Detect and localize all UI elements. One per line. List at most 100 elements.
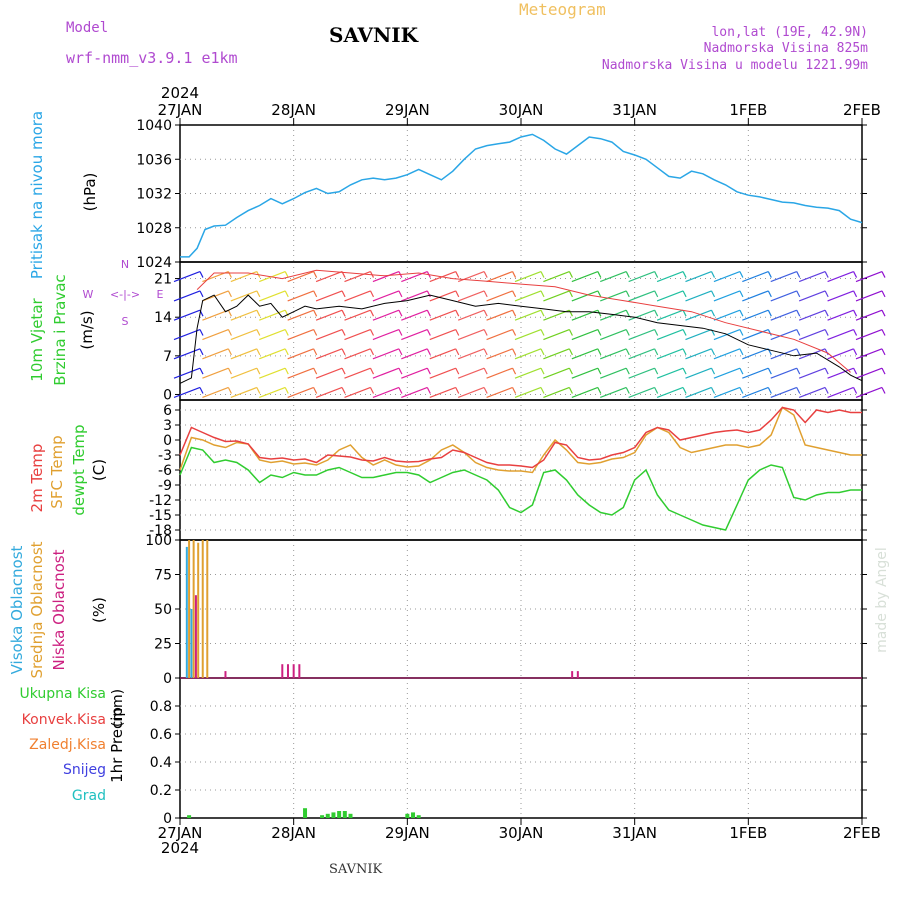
wind-barb-flag bbox=[654, 309, 659, 317]
wind-barb bbox=[287, 328, 314, 341]
y-tick-label: 0.6 bbox=[150, 727, 172, 743]
wind-barb bbox=[457, 367, 485, 379]
wind-barb bbox=[713, 386, 741, 399]
wind-barb-flag bbox=[568, 290, 573, 298]
wind-barb bbox=[770, 367, 797, 379]
wind-barb-flag bbox=[597, 348, 602, 356]
wind-barb-flag bbox=[796, 387, 801, 394]
wind-barb bbox=[770, 270, 797, 283]
wind-barb bbox=[600, 367, 627, 379]
wind-barb-flag bbox=[256, 367, 261, 375]
x-label-bottom: 28JAN bbox=[271, 824, 316, 842]
wind-barb-flag bbox=[227, 387, 232, 394]
wind-barb-flag bbox=[426, 290, 431, 298]
wind-barb bbox=[514, 309, 542, 321]
wind-barb bbox=[798, 328, 826, 341]
wind-barb bbox=[401, 328, 428, 341]
wind-barb-flag bbox=[398, 387, 403, 394]
credit-text: made by Angel bbox=[874, 547, 890, 653]
wind-barb bbox=[742, 386, 769, 399]
wind-barb-flag bbox=[767, 367, 772, 375]
wind-barb bbox=[202, 309, 229, 321]
wind-barb-flag bbox=[824, 387, 829, 394]
wind-barb bbox=[259, 386, 286, 399]
wind-barb-flag bbox=[796, 348, 801, 356]
wind-barb bbox=[798, 386, 826, 399]
wind-barb-flag bbox=[881, 367, 886, 375]
wind-barb-flag bbox=[483, 271, 488, 278]
wind-barb bbox=[287, 309, 314, 321]
wind-barb bbox=[486, 270, 513, 283]
wind-barb-flag bbox=[796, 309, 801, 317]
wind-barb-flag bbox=[796, 290, 801, 298]
wind-barb-flag bbox=[426, 329, 431, 336]
y-tick-label: 0 bbox=[163, 433, 172, 449]
wind-barb-column bbox=[457, 270, 488, 399]
wind-barb-flag bbox=[597, 387, 602, 394]
wind-barb-flag bbox=[739, 387, 744, 394]
wind-axis-title2: Brzina i Pravac bbox=[51, 274, 69, 385]
wind-barb-flag bbox=[455, 348, 460, 356]
y-tick-label: -3 bbox=[158, 448, 172, 464]
wind-barb-flag bbox=[853, 329, 858, 336]
wind-barb-column bbox=[344, 270, 375, 399]
product-title: Meteogram bbox=[519, 0, 606, 19]
wind-barb-flag bbox=[284, 309, 289, 317]
wind-barb-flag bbox=[512, 290, 517, 298]
wind-barb-flag bbox=[625, 309, 630, 317]
wind-barb bbox=[827, 309, 854, 321]
wind-barb bbox=[827, 290, 854, 302]
y-tick-label: 21 bbox=[154, 272, 172, 288]
y-tick-label: 0 bbox=[163, 671, 172, 687]
wind-barb bbox=[486, 290, 513, 302]
cloud-bar-low bbox=[194, 595, 197, 678]
model-elevation: Nadmorska Visina u modelu 1221.99m bbox=[601, 58, 868, 73]
wind-barb-flag bbox=[654, 329, 659, 336]
y-tick-label: 0.8 bbox=[150, 699, 172, 715]
wind-barb-flag bbox=[853, 309, 858, 317]
wind-barb bbox=[401, 386, 428, 399]
wind-barb bbox=[344, 270, 371, 283]
labels-layer: 1024 1028 1032 1036 1040 0 7 14 21 -18-15-12-9-6-… bbox=[8, 84, 890, 857]
precip-bar bbox=[303, 808, 308, 818]
wind-barb-flag bbox=[313, 309, 318, 317]
wind-barb-flag bbox=[654, 348, 659, 356]
compass-n: N bbox=[121, 258, 129, 271]
x-label-top: 1FEB bbox=[729, 101, 767, 119]
wind-barb bbox=[798, 290, 826, 302]
wind-barb bbox=[628, 348, 655, 360]
wind-barb bbox=[429, 348, 456, 360]
wind-barb-flag bbox=[398, 329, 403, 336]
wind-barb bbox=[571, 328, 599, 341]
wind-barb-flag bbox=[256, 290, 261, 298]
wind-barb-flag bbox=[227, 329, 232, 336]
precip-legend-item: Ukupna Kisa bbox=[19, 686, 106, 702]
y-tick-label: 1032 bbox=[136, 187, 172, 203]
cloud-bar-high bbox=[185, 546, 188, 678]
wind-barb-flag bbox=[256, 348, 261, 356]
wind-barb-column bbox=[401, 270, 431, 399]
x-label-bottom: 2FEB bbox=[843, 824, 881, 842]
wind-barb bbox=[628, 386, 655, 399]
wind-barb bbox=[798, 270, 826, 283]
wind-barb-flag bbox=[455, 309, 460, 317]
pressure-axis-title: Pritisak na nivou mora bbox=[28, 111, 46, 279]
temp-axis-title3: dewpt Temp bbox=[70, 424, 88, 515]
x-label-top: 31JAN bbox=[612, 101, 657, 119]
wind-barb bbox=[628, 290, 655, 302]
cloud-bar-low bbox=[571, 671, 574, 678]
footer-site: SAVNIK bbox=[329, 862, 383, 877]
wind-barb-flag bbox=[483, 348, 488, 356]
wind-barb-flag bbox=[710, 367, 716, 375]
wind-barb-flag bbox=[284, 290, 289, 298]
wind-barb bbox=[344, 328, 371, 341]
compass-s: S bbox=[122, 315, 129, 328]
wind-barb-flag bbox=[227, 367, 232, 375]
elevation: Nadmorska Visina 825m bbox=[703, 41, 868, 56]
wind-barb bbox=[259, 348, 286, 360]
wind-barb bbox=[742, 309, 769, 321]
wind-barb-flag bbox=[313, 290, 318, 298]
wind-barb bbox=[287, 270, 314, 283]
cloud-bar-low bbox=[281, 664, 284, 678]
wind-barb-flag bbox=[369, 367, 375, 375]
